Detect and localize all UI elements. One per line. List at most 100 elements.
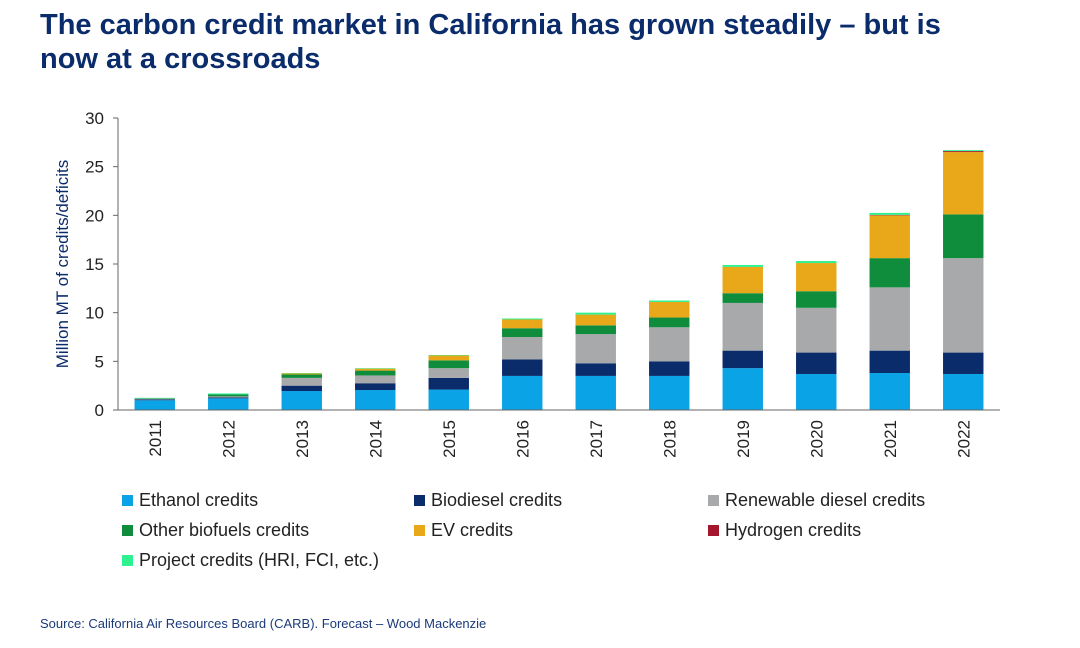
bar-segment: [796, 373, 837, 410]
y-tick-label: 15: [85, 255, 104, 274]
y-tick-label: 0: [95, 401, 104, 420]
legend-item: Hydrogen credits: [708, 520, 861, 541]
x-tick-label: 2022: [954, 420, 973, 458]
bar-segment: [134, 400, 175, 410]
legend-label: Biodiesel credits: [431, 490, 563, 510]
bar-segment: [502, 359, 543, 376]
chart-svg: 0 5 10 15 20 25 30 Million MT of credits/defici…: [53, 109, 1000, 458]
x-tick-label: 2011: [146, 420, 165, 457]
legend-swatch: [708, 495, 719, 506]
legend-label: Ethanol credits: [139, 490, 259, 510]
bar-segment: [428, 355, 469, 361]
bar-segment: [575, 312, 616, 315]
bar-segment: [943, 150, 984, 152]
y-tick-label: 25: [85, 158, 104, 177]
y-tick-label: 5: [95, 352, 104, 371]
bar-segment: [869, 215, 910, 259]
x-tick-label: 2017: [587, 420, 606, 458]
bar-segment: [649, 361, 690, 376]
legend-label: EV credits: [431, 520, 514, 540]
bar-segment: [208, 398, 249, 410]
legend-label: Project credits (HRI, FCI, etc.): [139, 550, 380, 570]
chart-title: The carbon credit market in California h…: [40, 9, 941, 75]
legend-swatch: [122, 495, 133, 506]
bar-segment: [355, 383, 396, 391]
stacked-bar-chart: 0 5 10 15 20 25 30 Million MT of credits/defici…: [0, 100, 1080, 480]
bar-segment: [281, 385, 322, 392]
bar-segment: [722, 293, 763, 303]
bar-segment: [722, 266, 763, 294]
bar-segment: [502, 318, 543, 320]
legend-swatch: [122, 525, 133, 536]
bar-segment: [134, 399, 175, 401]
bar-segment: [649, 300, 690, 302]
bar-segment: [428, 389, 469, 410]
bar-segment: [428, 360, 469, 369]
legend-item: Other biofuels credits: [122, 520, 309, 541]
bar-segment: [502, 337, 543, 360]
y-tick-label: 30: [85, 109, 104, 128]
x-tick-label: 2021: [881, 420, 900, 458]
bar-segment: [796, 291, 837, 308]
legend-swatch: [122, 555, 133, 566]
source-note: Source: California Air Resources Board (…: [40, 616, 487, 631]
x-tick-label: 2012: [219, 420, 238, 458]
bar-segment: [281, 377, 322, 386]
legend-item: EV credits: [414, 520, 513, 541]
bar-segment: [281, 391, 322, 410]
bar-segment: [869, 287, 910, 351]
x-tick-label: 2014: [366, 420, 385, 458]
bar-segment: [355, 370, 396, 376]
legend-item: Renewable diesel credits: [708, 490, 925, 511]
legend-swatch: [414, 495, 425, 506]
legend-item: Biodiesel credits: [414, 490, 562, 511]
x-tick-label: 2020: [807, 420, 826, 458]
bar-segment: [281, 373, 322, 375]
y-axis-label: Million MT of credits/deficits: [53, 160, 72, 368]
y-tick-label: 20: [85, 206, 104, 225]
bar-segment: [943, 258, 984, 353]
bar-segment: [575, 314, 616, 326]
bar-segment: [943, 152, 984, 215]
bar-segment: [722, 368, 763, 410]
x-tick-label: 2013: [293, 420, 312, 458]
legend-swatch: [708, 525, 719, 536]
bar-segment: [502, 328, 543, 337]
bar-segment: [208, 393, 249, 395]
legend-label: Hydrogen credits: [725, 520, 862, 540]
bar-segment: [355, 390, 396, 410]
bar-segment: [428, 368, 469, 378]
bar-segment: [649, 301, 690, 318]
bar-segment: [575, 325, 616, 335]
bar-segment: [796, 352, 837, 374]
bar-segment: [869, 212, 910, 215]
bar-segment: [502, 375, 543, 410]
legend-swatch: [414, 525, 425, 536]
bar-segment: [943, 352, 984, 374]
bar-segment: [355, 368, 396, 371]
legend-label: Renewable diesel credits: [725, 490, 926, 510]
bar-segment: [943, 151, 984, 153]
x-tick-label: 2016: [513, 420, 532, 458]
y-tick-label: 10: [85, 304, 104, 323]
bar-segment: [722, 264, 763, 267]
bar-segment: [355, 375, 396, 384]
bar-segment: [943, 373, 984, 410]
bar-segment: [575, 363, 616, 376]
bar-segment: [208, 396, 249, 398]
bar-segment: [869, 373, 910, 410]
bar-segment: [575, 375, 616, 410]
legend-item: Project credits (HRI, FCI, etc.): [122, 550, 379, 571]
bar-segment: [281, 374, 322, 378]
bar-segment: [649, 375, 690, 410]
bar-segment: [502, 319, 543, 329]
bar-segment: [796, 263, 837, 292]
legend-item: Ethanol credits: [122, 490, 258, 511]
bar-segment: [575, 334, 616, 364]
bar-segment: [649, 317, 690, 328]
bar-segment: [208, 397, 249, 399]
x-tick-label: 2018: [660, 420, 679, 458]
bar-segment: [208, 394, 249, 397]
bar-segment: [722, 350, 763, 369]
legend-label: Other biofuels credits: [139, 520, 310, 540]
